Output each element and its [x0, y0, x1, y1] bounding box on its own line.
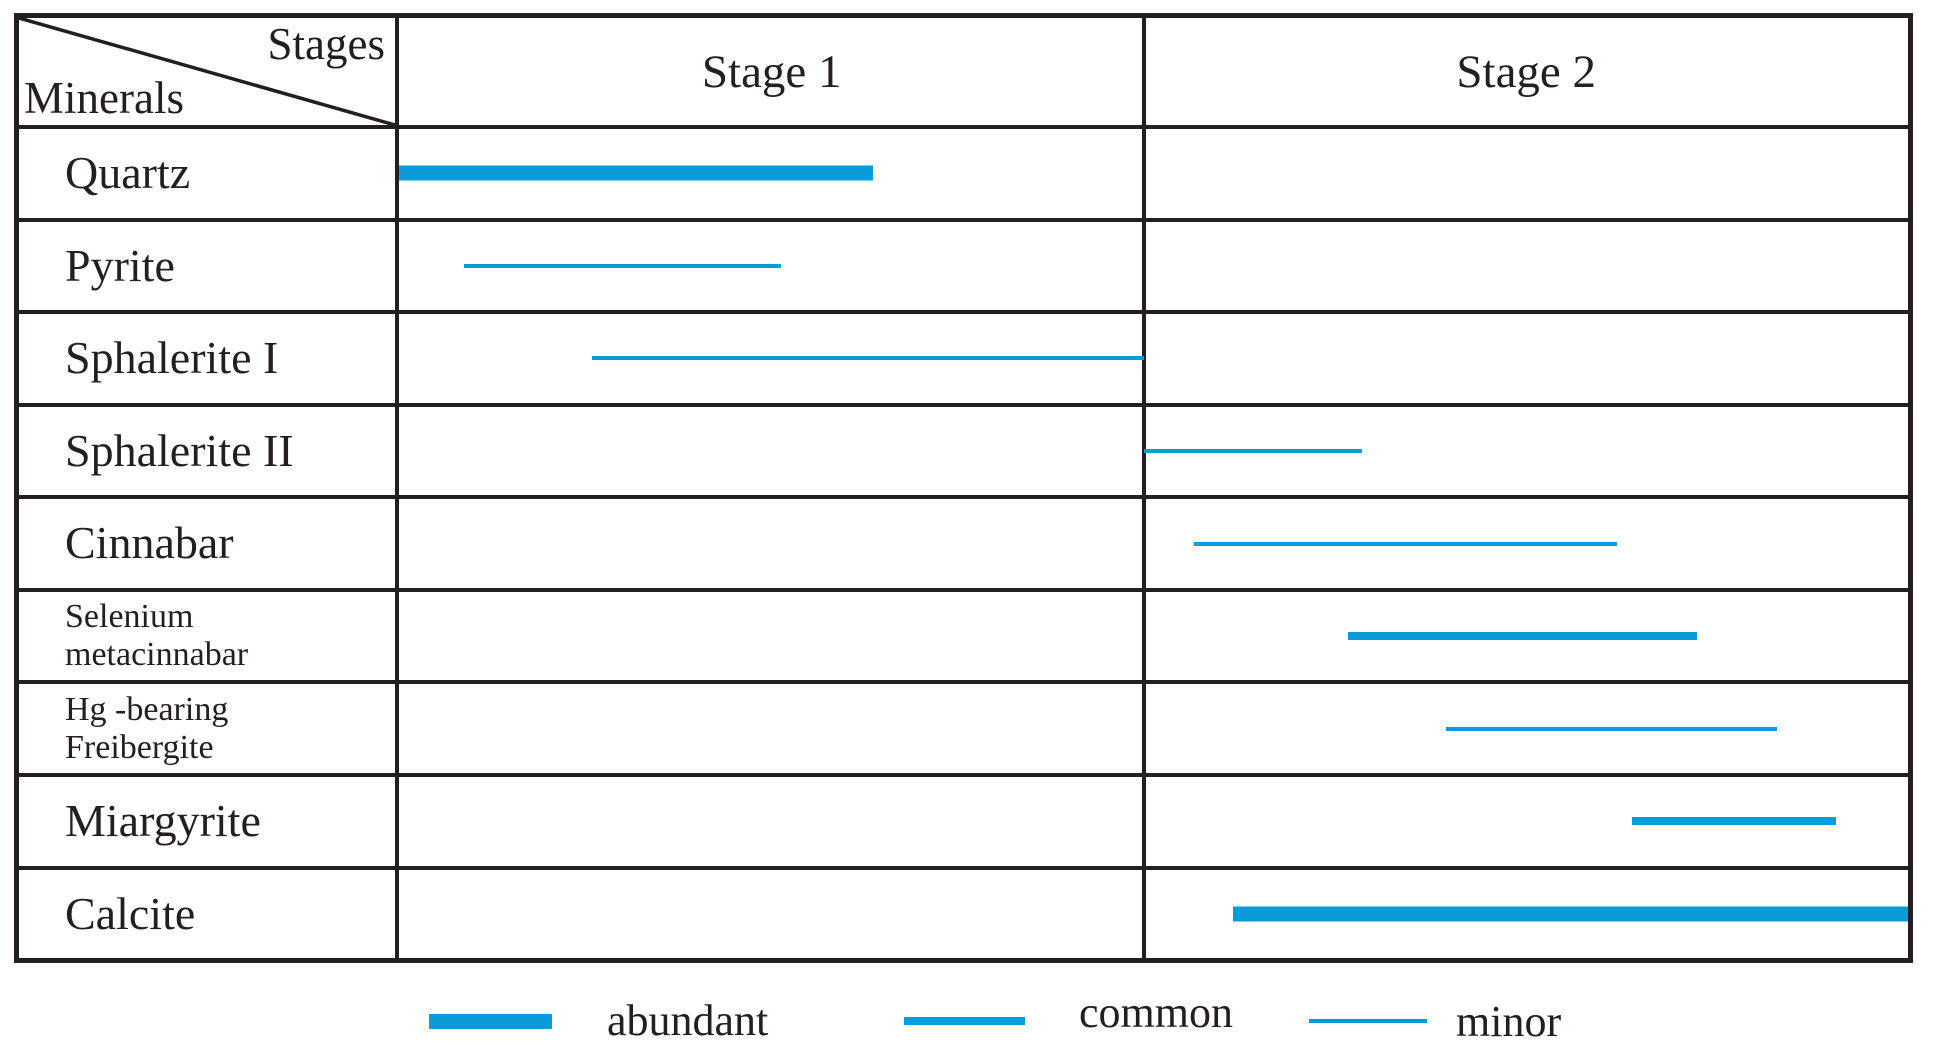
stage-divider-line: [1142, 221, 1147, 311]
mineral-name-line: Quartz: [65, 147, 191, 199]
stage-area: [399, 406, 1908, 496]
mineral-row: Sphalerite I: [19, 314, 1908, 407]
stage-divider-line: [1142, 499, 1147, 588]
mineral-name-label: Sphalerite II: [19, 406, 399, 496]
mineral-row: Sphalerite II: [19, 406, 1908, 500]
stage-divider-line: [1142, 314, 1147, 403]
mineral-name-label: Hg -bearing Freibergite: [19, 684, 399, 773]
legend-swatch-minor: [1309, 1019, 1427, 1023]
stage-2-header: Stage 2: [1456, 45, 1597, 98]
mineral-name-label: Sphalerite I: [19, 314, 399, 403]
stage-area: [399, 591, 1908, 681]
mineral-row: Quartz: [19, 129, 1908, 222]
mineral-name-label: Selenium metacinnabar: [19, 591, 399, 681]
mineral-name-line: Sphalerite II: [65, 424, 294, 476]
mineral-row: Pyrite: [19, 221, 1908, 315]
mineral-name-line: Sphalerite I: [65, 332, 279, 384]
stage-area: [399, 869, 1908, 959]
mineral-name-line: Miargyrite: [65, 795, 261, 847]
table-header-row: Stages Minerals Stage 1 Stage 2: [19, 18, 1908, 129]
corner-label-minerals: Minerals: [24, 72, 184, 123]
corner-cell: Stages Minerals: [19, 18, 399, 125]
mineral-name-label: Pyrite: [19, 221, 399, 311]
occurrence-bar: [399, 165, 873, 181]
mineral-row: Cinnabar: [19, 499, 1908, 592]
mineral-name-line: Freibergite: [65, 728, 214, 766]
legend-label-abundant: abundant: [607, 996, 769, 1045]
occurrence-bar: [463, 263, 781, 268]
mineral-name-label: Miargyrite: [19, 776, 399, 866]
mineral-row: Miargyrite: [19, 776, 1908, 870]
stage-area: [399, 776, 1908, 866]
stage-area: [399, 684, 1908, 773]
mineral-name-label: Quartz: [19, 129, 399, 218]
stage-divider-line: [1142, 684, 1147, 773]
mineral-rows: Quartz Pyrite Sphalerite I Sphalerite II Cin…: [19, 129, 1908, 959]
stage-divider-line: [1142, 869, 1147, 959]
diagonal-divider-line: [19, 18, 395, 125]
stage-area: [399, 314, 1908, 403]
mineral-name-line: Pyrite: [65, 239, 175, 291]
occurrence-bar: [1348, 632, 1697, 641]
mineral-row: Hg -bearing Freibergite: [19, 684, 1908, 777]
occurrence-bar: [592, 356, 1145, 361]
mineral-row: Selenium metacinnabar: [19, 591, 1908, 685]
occurrence-bar: [1233, 906, 1908, 922]
paragenesis-table: Stages Minerals Stage 1 Stage 2 Quartz Py…: [14, 13, 1913, 963]
mineral-name-line: Selenium: [65, 598, 194, 636]
occurrence-bar: [1194, 541, 1617, 546]
legend-swatch-abundant: [429, 1013, 552, 1029]
stage-divider-line: [1142, 591, 1147, 681]
stage-divider-line: [1142, 18, 1147, 125]
occurrence-bar: [1631, 817, 1836, 826]
stage-area: [399, 129, 1908, 218]
legend-label-minor: minor: [1456, 997, 1562, 1046]
stage-area: [399, 499, 1908, 588]
legend-label-common: common: [1079, 988, 1233, 1037]
mineral-name-label: Cinnabar: [19, 499, 399, 588]
mineral-name-line: Hg -bearing: [65, 690, 229, 728]
mineral-name-line: Cinnabar: [65, 517, 234, 569]
stage-divider-line: [1142, 129, 1147, 218]
stage-header-area: Stage 1 Stage 2: [399, 18, 1908, 125]
mineral-row: Calcite: [19, 869, 1908, 959]
stage-divider-line: [1142, 776, 1147, 866]
stage-1-header: Stage 1: [701, 45, 842, 98]
legend-swatch-common: [904, 1017, 1025, 1025]
stage-area: [399, 221, 1908, 311]
occurrence-bar: [1144, 448, 1362, 453]
mineral-name-line: Calcite: [65, 887, 196, 939]
occurrence-bar: [1446, 726, 1777, 731]
mineral-name-line: metacinnabar: [65, 636, 249, 674]
corner-label-stages: Stages: [267, 19, 386, 69]
mineral-name-label: Calcite: [19, 869, 399, 959]
